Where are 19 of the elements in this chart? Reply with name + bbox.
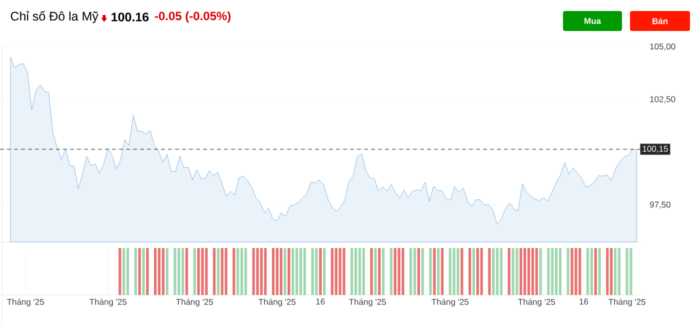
x-tick-label: Tháng '25 bbox=[348, 298, 386, 307]
x-tick-label: Tháng '25 bbox=[6, 298, 44, 307]
y-tick-label: 102,50 bbox=[650, 96, 676, 104]
text: Bán bbox=[652, 18, 668, 24]
text: 100.16 bbox=[112, 12, 149, 22]
x-tick-label: Tháng '25 bbox=[90, 298, 127, 307]
y-tick-label: 105,00 bbox=[650, 43, 676, 50]
x-tick-label: Tháng '25 bbox=[518, 298, 556, 307]
text: Mua bbox=[584, 18, 602, 24]
x-tick-label: Tháng '25 bbox=[608, 298, 646, 307]
chart-title: Chỉ số Đô la Mỹ bbox=[10, 10, 98, 24]
x-tick-label: Tháng '25 bbox=[432, 298, 469, 307]
x-tick-label: 16 bbox=[580, 298, 588, 305]
y-tick-label: 97,50 bbox=[650, 202, 670, 209]
ref-line-label: 100,15 bbox=[642, 146, 668, 153]
text: -0.05 (-0.05%) bbox=[154, 11, 231, 23]
x-tick-label: Tháng '25 bbox=[176, 298, 214, 307]
x-tick-label: Tháng '25 bbox=[258, 298, 296, 307]
x-tick-label: 16 bbox=[316, 298, 325, 305]
